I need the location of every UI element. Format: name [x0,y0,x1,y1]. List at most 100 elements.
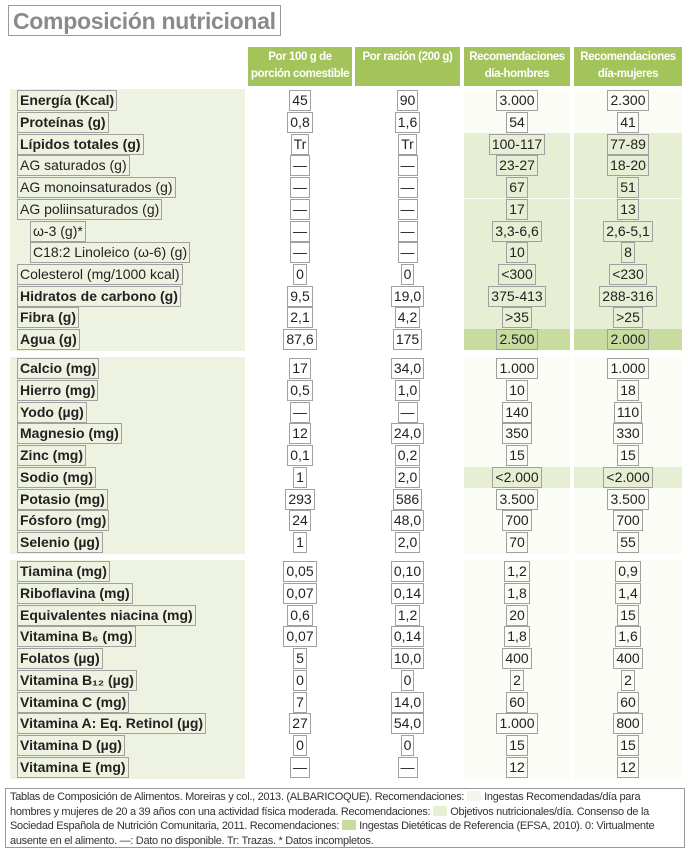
table-row: Calcio (mg) 17 34,0 1.000 1.000 [0,358,689,380]
cell-rec-men: 1,2 [464,561,570,583]
table-row: Lípidos totales (g) Tr Tr 100-117 77-89 [0,133,689,156]
value-per-100g: 0,5 [287,380,313,402]
value-per-serving: 34,0 [390,358,425,380]
label-column-bg [10,560,245,779]
footnote-part-4: Ingestas Dietéticas de Referencia (EFSA,… [10,820,655,847]
cell-rec-men: 3.000 [464,90,570,112]
cell-per-100g: — [248,401,352,423]
table-row: AG poliinsaturados (g) — — 17 13 [0,198,689,221]
cell-per-100g: 87,6 [248,329,352,351]
rec-column-bg [464,357,570,555]
cell-per-serving: 10,0 [355,648,460,670]
cell-per-100g: 0,05 [248,561,352,583]
cell-per-serving: 1,6 [355,112,460,134]
cell-rec-women: 1.000 [574,358,682,380]
value-rec-men: 3,3-6,6 [492,220,542,242]
value-rec-women: <230 [609,263,647,285]
cell-rec-men: 15 [464,734,570,757]
table-row: Folatos (µg) 5 10,0 400 400 [0,648,689,670]
value-rec-women: 400 [613,648,643,670]
cell-rec-women: 13 [574,198,682,221]
value-rec-women: <2.000 [603,466,653,488]
cell-rec-men: 60 [464,691,570,713]
value-rec-men: <300 [498,263,536,285]
row-label: Calcio (mg) [17,358,100,380]
table-row: Agua (g) 87,6 175 2.500 2.000 [0,328,689,351]
value-rec-men: 20 [506,604,528,626]
value-per-serving: — [397,177,418,199]
value-rec-men: 10 [506,242,528,264]
cell-per-100g: 0,5 [248,380,352,402]
table-row: Hidratos de carbono (g) 9,5 19,0 375-413 288… [0,285,689,307]
value-rec-women: 51 [617,177,639,199]
row-label: Energía (Kcal) [17,90,118,112]
cell-per-100g: 0,1 [248,445,352,467]
row-label: Magnesio (mg) [17,423,122,445]
cell-rec-men: 12 [464,756,570,778]
cell-rec-women: 60 [574,691,682,713]
cell-per-100g: — [248,242,352,264]
value-rec-men: 54 [506,112,528,134]
cell-per-100g: 12 [248,423,352,445]
value-per-100g: 24 [289,510,311,532]
cell-rec-women: 55 [574,531,682,554]
cell-per-serving: 19,0 [355,285,460,307]
value-per-serving: 586 [392,488,423,510]
cell-per-serving: 14,0 [355,691,460,713]
value-rec-women: 55 [617,531,639,553]
cell-per-serving: — [355,242,460,264]
row-label: Fósforo (mg) [17,510,110,532]
cell-rec-men: 2.500 [464,328,570,351]
cell-rec-women: 18 [574,380,682,402]
value-rec-men: 70 [506,531,528,553]
table-row: AG monoinsaturados (g) — — 67 51 [0,176,689,199]
cell-per-serving: 0,2 [355,445,460,467]
value-per-serving: — [397,155,418,177]
header-rec-men: Recomendaciones día-hombres [464,47,570,86]
table-row: Zinc (mg) 0,1 0,2 15 15 [0,445,689,467]
value-per-100g: 0,6 [287,604,313,626]
cell-rec-women: 15 [574,604,682,626]
value-per-serving: 4,2 [394,307,421,329]
table-row: Energía (Kcal) 45 90 3.000 2.300 [0,90,689,112]
cell-per-100g: — [248,155,352,177]
value-per-100g: — [290,220,310,242]
value-rec-men: 100-117 [488,133,546,155]
cell-rec-men: 3,3-6,6 [464,220,570,242]
table-row: ω-3 (g)* — — 3,3-6,6 2,6-5,1 [0,220,689,242]
value-per-serving: — [397,198,418,220]
value-rec-men: 400 [502,648,532,670]
cell-rec-women: 2.300 [574,90,682,112]
cell-rec-women: 1,6 [574,626,682,648]
cell-rec-men: 23-27 [464,155,570,177]
row-label: Agua (g) [17,329,80,351]
cell-rec-men: <300 [464,263,570,286]
table-row: Colesterol (mg/1000 kcal) 0 0 <300 <230 [0,263,689,286]
table-row: Vitamina D (µg) 0 0 15 15 [0,734,689,757]
cell-rec-men: >35 [464,307,570,329]
value-per-serving: — [397,756,418,778]
value-per-100g: 1 [293,466,307,488]
row-label: Folatos (µg) [17,648,103,670]
value-rec-women: 2.300 [607,90,649,112]
rec-column-bg [574,560,682,779]
cell-per-100g: 0 [248,263,352,286]
cell-per-100g: 24 [248,510,352,532]
value-per-100g: 0,05 [283,561,317,583]
value-rec-men: 3.000 [496,90,538,112]
cell-per-100g: — [248,756,352,778]
value-rec-men: 23-27 [496,155,538,177]
cell-per-serving: 0,14 [355,626,460,648]
row-label: Potasio (mg) [17,488,108,510]
value-rec-men: <2.000 [492,466,542,488]
row-label: Fibra (g) [17,307,79,329]
row-label: Vitamina B₆ (mg) [17,626,136,648]
table-row: Proteínas (g) 0,8 1,6 54 41 [0,112,689,134]
value-per-100g: 87,6 [283,329,317,351]
cell-per-serving: Tr [355,133,460,155]
value-rec-men: 12 [506,756,528,778]
value-rec-women: 8 [621,242,635,264]
value-per-serving: 10,0 [390,648,425,670]
value-per-serving: 54,0 [390,713,425,735]
cell-per-serving: 1,0 [355,380,460,402]
